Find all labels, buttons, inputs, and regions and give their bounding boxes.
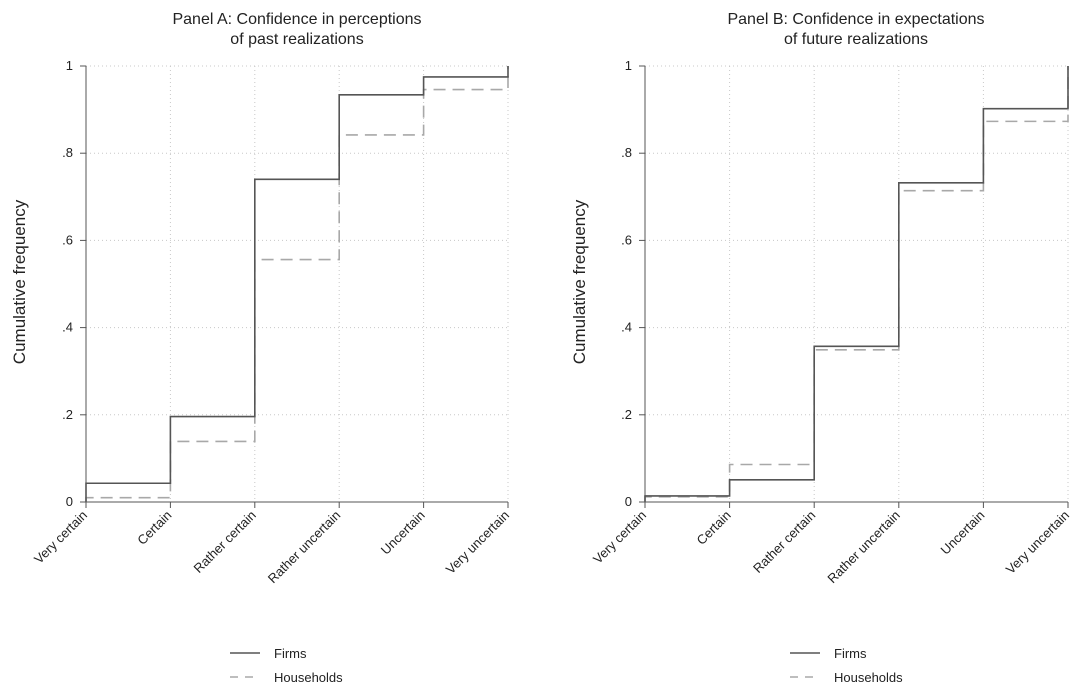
panel-b-ylabel: Cumulative frequency (570, 199, 589, 364)
panel-a-legend: Firms Households (230, 646, 343, 685)
panel-a-xtick-label: Uncertain (378, 508, 428, 558)
panel-b-ytick-label: .2 (621, 407, 632, 422)
panel-a-xtick-label: Rather uncertain (265, 508, 344, 587)
panel-b-legend-label-households: Households (834, 670, 903, 685)
panel-b-xtick-label: Very uncertain (1003, 508, 1071, 577)
panel-b-xtick-label: Certain (693, 508, 733, 548)
panel-a-xtick-label: Very certain (31, 508, 90, 567)
panel-a-xtick-label: Certain (134, 508, 174, 548)
panel-b-xtick-label: Rather certain (750, 508, 818, 576)
panel-a-series-households-line (85, 66, 509, 502)
panel-b-ytick-label: .8 (621, 145, 632, 160)
panel-a-ytick-label: .4 (62, 320, 73, 335)
panel-b-ytick-label: 1 (625, 58, 632, 73)
panel-b-ytick-label: .4 (621, 320, 632, 335)
panel-b-series-firms-line (644, 66, 1069, 502)
panel-b-title-line: of future realizations (784, 31, 928, 48)
panel-b-xtick-label: Very certain (590, 508, 649, 567)
panel-a-title-line: Panel A: Confidence in perceptions (172, 11, 421, 28)
panel-a-ytick-label: .8 (62, 145, 73, 160)
panel-a-legend-label-households: Households (274, 670, 343, 685)
panel-a-ylabel: Cumulative frequency (10, 199, 29, 364)
panel-a-series-firms-line (85, 66, 509, 502)
panel-b-legend-label-firms: Firms (834, 646, 867, 661)
panel-a-xtick-label: Rather certain (191, 508, 259, 576)
panel-b-title-line: Panel B: Confidence in expectations (727, 11, 984, 28)
panel-b-ytick-label: 0 (625, 494, 632, 509)
panel-a-group: 0 .2 .4 .6 .8 1 Very certain Certain Rather cert… (10, 11, 512, 685)
panel-b-xtick-label: Rather uncertain (824, 508, 903, 587)
panel-a-ytick-label: .2 (62, 407, 73, 422)
panel-b-xtick-label: Uncertain (938, 508, 988, 558)
panel-a-ytick-label: .6 (62, 232, 73, 247)
panel-a-ytick-label: 0 (66, 494, 73, 509)
panel-b-ytick-label: .6 (621, 232, 632, 247)
panel-a-ytick-label: 1 (66, 58, 73, 73)
panel-b-group: 0 .2 .4 .6 .8 1 Very certain Certain Rather cert… (570, 11, 1071, 685)
panel-b-series-households-line (644, 66, 1069, 502)
panel-a-title-line: of past realizations (230, 31, 363, 48)
panel-a-xtick-label: Very uncertain (443, 508, 512, 577)
panel-a-legend-label-firms: Firms (274, 646, 307, 661)
panel-b-legend: Firms Households (790, 646, 903, 685)
